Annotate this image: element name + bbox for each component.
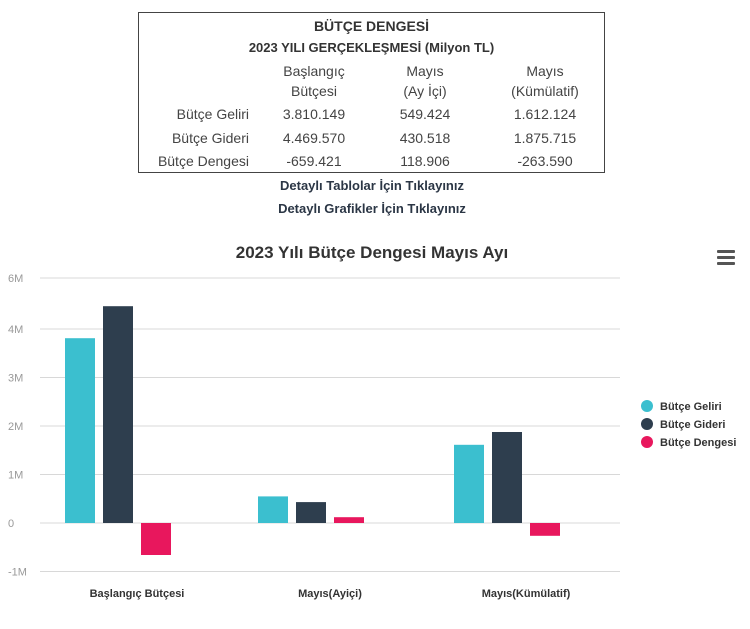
cell-revenue-initial: 3.810.149 bbox=[282, 106, 346, 122]
row-label-balance: Bütçe Dengesi bbox=[157, 153, 249, 169]
cell-balance-month: 118.906 bbox=[400, 153, 450, 169]
y-tick-label: 1M bbox=[8, 470, 23, 482]
bar-1-2 bbox=[258, 496, 288, 523]
column-header-initial-line2: Bütçesi bbox=[291, 83, 337, 99]
y-tick-label: 2M bbox=[8, 421, 23, 433]
y-tick-label: 4M bbox=[8, 324, 23, 336]
tables-link-row: Detaylı Tablolar İçin Tıklayınız bbox=[0, 178, 744, 193]
hamburger-menu-icon[interactable] bbox=[717, 250, 735, 266]
cell-expense-month: 430.518 bbox=[399, 130, 451, 146]
bar-1-1 bbox=[65, 338, 95, 523]
bar-1-3 bbox=[454, 444, 484, 523]
chart-bars bbox=[65, 306, 560, 555]
bar-3-1 bbox=[141, 523, 171, 555]
legend-marker bbox=[641, 418, 653, 430]
menu-line bbox=[717, 250, 735, 253]
legend-marker bbox=[641, 436, 653, 448]
column-header-initial-line1: Başlangıç bbox=[283, 63, 345, 79]
x-tick-label: Mayıs(Ayiçi) bbox=[298, 588, 362, 600]
budget-bar-chart: 6M 4M 3M 2M 1M 0 -1M Başlangıç Bütçesi Mayıs(Ay… bbox=[8, 273, 736, 600]
column-header-cumulative-line1: Mayıs bbox=[526, 63, 564, 79]
chart-grid bbox=[40, 277, 620, 572]
cell-expense-cumulative: 1.875.715 bbox=[513, 130, 577, 146]
column-header-month-line2: (Ay İçi) bbox=[403, 83, 447, 99]
column-header-month-line1: Mayıs bbox=[406, 63, 444, 79]
row-label-revenue: Bütçe Geliri bbox=[176, 106, 249, 122]
y-tick-label: -1M bbox=[8, 567, 27, 579]
cell-expense-initial: 4.469.570 bbox=[282, 130, 346, 146]
y-tick-label: 6M bbox=[8, 273, 23, 285]
bar-2-2 bbox=[296, 502, 326, 523]
column-header-cumulative-line2: (Kümülatif) bbox=[511, 83, 579, 99]
detailed-charts-link[interactable]: Detaylı Grafikler İçin Tıklayınız bbox=[278, 201, 466, 216]
budget-summary-table: BÜTÇE DENGESİ 2023 YILI GERÇEKLEŞMESİ (M… bbox=[138, 12, 605, 173]
row-label-expense: Bütçe Gideri bbox=[171, 130, 249, 146]
x-tick-label: Başlangıç Bütçesi bbox=[90, 588, 185, 600]
menu-line bbox=[717, 256, 735, 259]
legend-label: Bütçe Gideri bbox=[660, 419, 725, 431]
y-axis: 6M 4M 3M 2M 1M 0 -1M bbox=[8, 273, 27, 579]
x-tick-label: Mayıs(Kümülatif) bbox=[482, 588, 571, 600]
cell-balance-initial: -659.421 bbox=[286, 153, 342, 169]
summary-subtitle: 2023 YILI GERÇEKLEŞMESİ (Milyon TL) bbox=[248, 40, 495, 55]
cell-revenue-month: 549.424 bbox=[399, 106, 451, 122]
chart-title: 2023 Yılı Bütçe Dengesi Mayıs Ayı bbox=[235, 243, 509, 262]
legend-label: Bütçe Geliri bbox=[660, 401, 722, 413]
detailed-tables-link[interactable]: Detaylı Tablolar İçin Tıklayınız bbox=[280, 178, 464, 193]
chart-legend: Bütçe Geliri Bütçe Gideri Bütçe Dengesi bbox=[641, 400, 736, 449]
legend-marker bbox=[641, 400, 653, 412]
bar-3-2 bbox=[334, 517, 364, 523]
y-tick-label: 0 bbox=[8, 518, 14, 530]
x-axis: Başlangıç Bütçesi Mayıs(Ayiçi) Mayıs(Kümül… bbox=[90, 588, 571, 600]
cell-revenue-cumulative: 1.612.124 bbox=[513, 106, 577, 122]
menu-line bbox=[717, 262, 735, 265]
y-tick-label: 3M bbox=[8, 373, 23, 385]
bar-3-3 bbox=[530, 523, 560, 536]
charts-link-row: Detaylı Grafikler İçin Tıklayınız bbox=[0, 201, 744, 216]
legend-label: Bütçe Dengesi bbox=[660, 437, 736, 449]
summary-title: BÜTÇE DENGESİ bbox=[313, 18, 430, 34]
bar-2-1 bbox=[103, 306, 133, 523]
cell-balance-cumulative: -263.590 bbox=[517, 153, 573, 169]
bar-2-3 bbox=[492, 432, 522, 523]
